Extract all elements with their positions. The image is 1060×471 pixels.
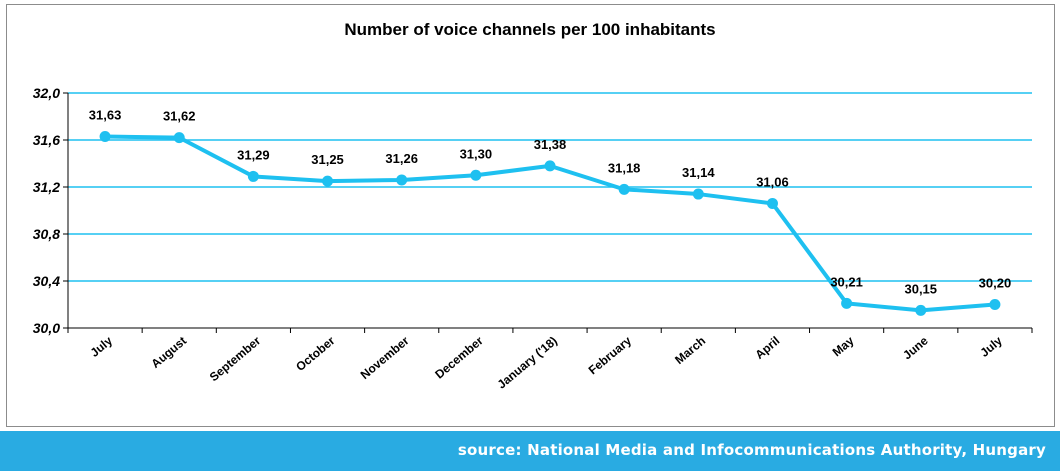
x-tick-label: May xyxy=(830,333,857,359)
data-label: 31,62 xyxy=(163,109,196,124)
data-label: 30,20 xyxy=(979,276,1012,291)
data-point xyxy=(99,130,111,142)
x-tick-label: July xyxy=(88,333,116,359)
data-label: 30,15 xyxy=(904,281,937,296)
data-label: 31,38 xyxy=(534,137,567,152)
line-chart: 30,0 30,4 30,8 31,2 31,6 32,0 July August Septem… xyxy=(33,85,1033,392)
data-point xyxy=(915,304,927,316)
data-label: 31,18 xyxy=(608,160,641,175)
data-label: 31,30 xyxy=(460,146,493,161)
chart-title: Number of voice channels per 100 inhabit… xyxy=(344,20,716,39)
chart-frame xyxy=(6,4,1055,427)
data-label: 30,21 xyxy=(830,274,863,289)
data-point xyxy=(766,197,778,209)
data-label: 31,26 xyxy=(385,151,418,166)
x-tick-label: March xyxy=(672,334,708,367)
data-point xyxy=(618,183,630,195)
x-tick-label: November xyxy=(358,333,412,382)
data-point xyxy=(173,132,185,144)
data-point xyxy=(544,160,556,172)
y-tick-label: 30,4 xyxy=(33,273,60,289)
x-tick-label: August xyxy=(149,334,190,371)
data-point xyxy=(989,299,1001,310)
data-point xyxy=(841,297,853,309)
y-tick-label: 30,8 xyxy=(33,226,60,242)
data-point xyxy=(396,174,408,186)
y-tick-label: 30,0 xyxy=(33,320,60,336)
data-label: 31,14 xyxy=(682,165,715,180)
x-tick-label: October xyxy=(293,333,337,374)
data-label: 31,29 xyxy=(237,147,270,162)
x-tick-label: December xyxy=(432,333,486,381)
x-tick-label: September xyxy=(207,333,264,384)
x-tick-label: June xyxy=(900,333,931,362)
source-footer: source: National Media and Infocommunica… xyxy=(0,431,1060,471)
y-tick-label: 32,0 xyxy=(33,85,60,101)
x-tick-label: February xyxy=(586,333,635,377)
data-label: 31,63 xyxy=(89,107,122,122)
data-label: 31,06 xyxy=(756,174,789,189)
data-point xyxy=(470,169,482,181)
y-tick-label: 31,2 xyxy=(33,179,60,195)
data-label: 31,25 xyxy=(311,152,344,167)
data-point xyxy=(322,175,334,187)
x-tick-label: April xyxy=(752,334,782,362)
y-tick-label: 31,6 xyxy=(33,132,60,148)
x-tick-label: July xyxy=(977,333,1005,359)
x-tick-label: January ('18) xyxy=(495,334,560,392)
data-point xyxy=(247,170,259,182)
data-point xyxy=(692,188,704,200)
source-text: source: National Media and Infocommunica… xyxy=(457,441,1046,459)
